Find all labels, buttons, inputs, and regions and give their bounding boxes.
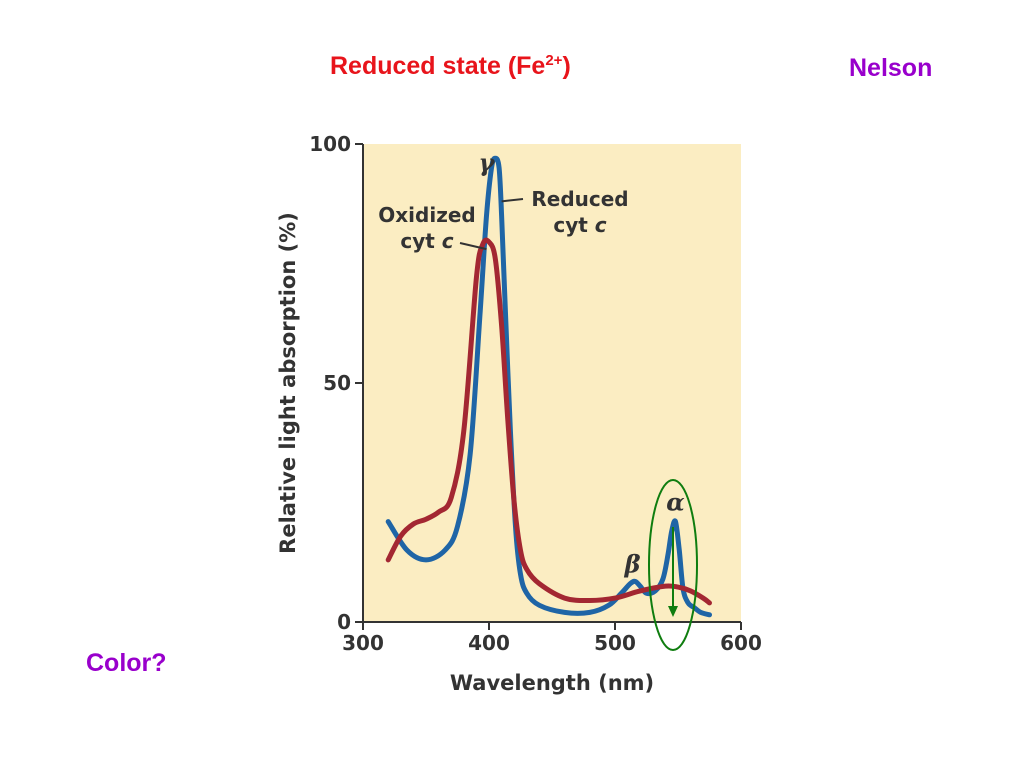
x-tick-label: 300	[342, 631, 384, 655]
oxidized-annotation-leader	[459, 242, 487, 251]
oxidized-annotation-line1: Oxidized	[378, 203, 475, 227]
question-label: Color?	[86, 649, 167, 677]
reduced-annotation-line2: cyt c	[553, 213, 606, 237]
reduced-annotation-leader	[501, 198, 524, 203]
author-label: Nelson	[849, 54, 933, 82]
reduced-cyt-c-line	[385, 155, 712, 618]
beta-label: β	[624, 550, 641, 579]
y-tick-label: 0	[337, 610, 351, 634]
x-tick-label: 400	[468, 631, 510, 655]
alpha-arrow-head	[668, 606, 678, 617]
y-axis-label: Relative light absorption (%)	[276, 212, 300, 554]
alpha-highlight-ellipse	[648, 479, 698, 651]
y-tick-label: 50	[323, 371, 351, 395]
oxidized-cyt-c-line	[385, 237, 712, 606]
x-tick-label: 500	[594, 631, 636, 655]
title-superscript: 2+	[545, 52, 563, 69]
x-tick-label: 600	[720, 631, 762, 655]
y-tick-label: 100	[309, 132, 351, 156]
alpha-label: α	[666, 488, 684, 517]
x-axis-label: Wavelength (nm)	[450, 671, 654, 695]
slide-title: Reduced state (Fe2+)	[330, 52, 571, 81]
title-close: )	[562, 52, 571, 80]
reduced-annotation-line1: Reduced	[531, 187, 628, 211]
title-main: Reduced state (Fe	[330, 52, 546, 80]
oxidized-annotation-line2: cyt c	[400, 229, 453, 253]
gamma-label: γ	[479, 148, 496, 177]
